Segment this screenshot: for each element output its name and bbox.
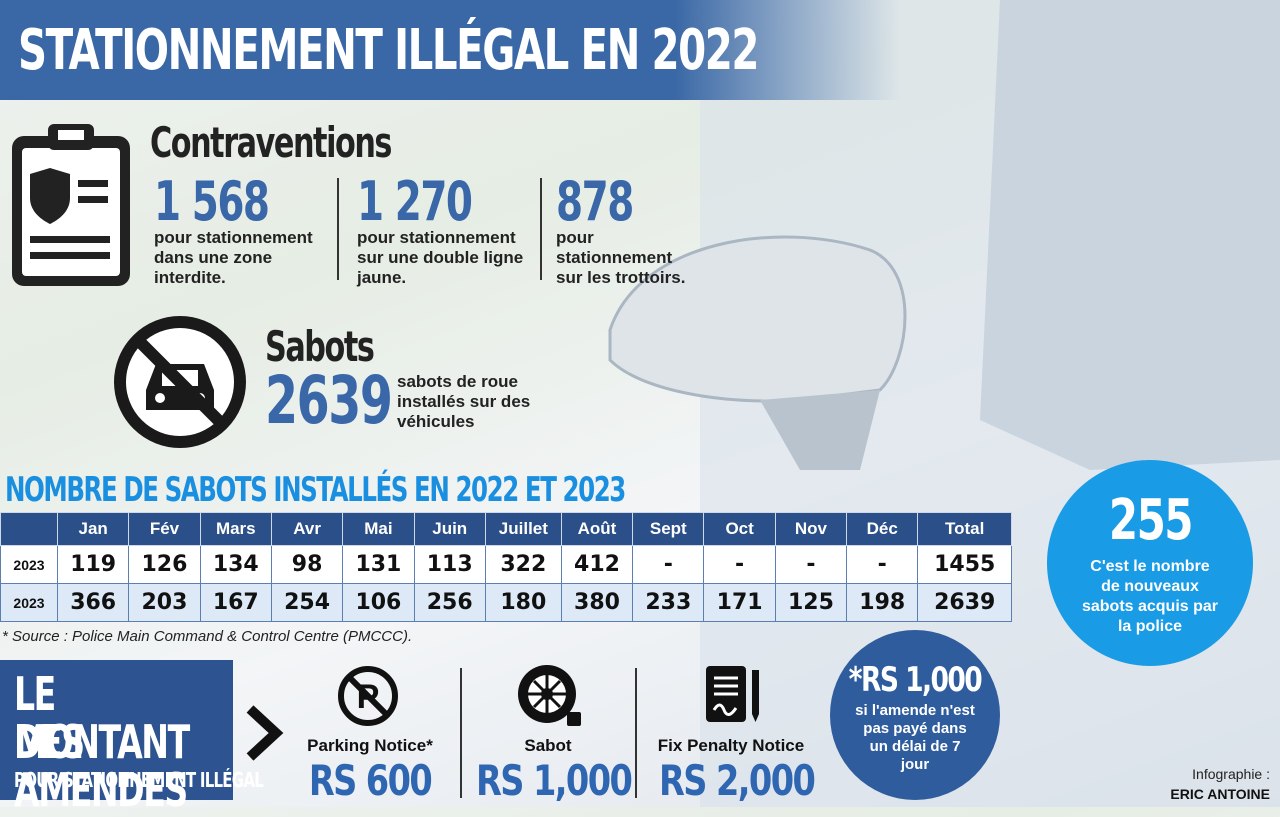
table-cell: 233 <box>632 583 705 622</box>
row-label: 2023 <box>0 583 58 622</box>
stat-value: 1 270 <box>357 170 473 233</box>
fine-price: RS 2,000 <box>659 756 816 805</box>
section-title: Sabots <box>265 322 375 371</box>
column-header: Sept <box>632 512 705 546</box>
separator <box>635 668 637 798</box>
table-cell: 198 <box>846 583 919 622</box>
table-cell: - <box>632 545 705 584</box>
fine-label: Sabot <box>524 736 572 755</box>
header-row: Jan Fév Mars Avr Mai Juin Juillet Août Sept Oct No… <box>0 512 1012 546</box>
fines-title: LE MONTANT <box>14 667 190 769</box>
table-cell: - <box>703 545 776 584</box>
table-cell: 380 <box>560 583 634 622</box>
stat-text: pour stationnement dans une zone interdi… <box>154 228 313 287</box>
table-title: NOMBRE DE SABOTS INSTALLÉS EN 2022 ET 20… <box>5 470 626 510</box>
table-cell: 113 <box>413 545 486 584</box>
table-cell: 2639 <box>917 583 1012 622</box>
fines-title: DES AMENDES <box>14 715 188 817</box>
table-cell: 322 <box>484 545 562 584</box>
stat-text: sabots de roue installés sur des véhicul… <box>397 372 531 431</box>
table-cell: 131 <box>342 545 415 584</box>
fine-label: Fix Penalty Notice <box>657 736 805 755</box>
table-cell: 366 <box>56 583 130 622</box>
column-header: Mars <box>199 512 272 546</box>
callout-circle: 255 C'est le nombre de nouveaux sabots a… <box>1047 460 1253 666</box>
column-header: Fév <box>128 512 201 546</box>
table-row: 2023 366 203 167 254 106 256 180 380 233 171 125 198… <box>0 583 1012 622</box>
callout-value: 255 <box>1108 488 1193 553</box>
section-title: Contraventions <box>150 118 392 167</box>
fine-item: Sabot RS 1,000 <box>458 736 638 805</box>
wheel-icon <box>518 665 581 726</box>
table-cell: 412 <box>560 545 634 584</box>
note-circle: *RS 1,000 si l'amende n'est pas payé dan… <box>830 630 1000 800</box>
column-header: Mai <box>342 512 415 546</box>
fine-label: Parking Notice* <box>307 736 433 755</box>
table-cell: 119 <box>56 545 130 584</box>
fine-price: RS 600 <box>308 756 433 805</box>
page-title: STATIONNEMENT ILLÉGAL EN 2022 <box>18 18 759 83</box>
column-header: Oct <box>703 512 776 546</box>
chevron <box>246 705 284 761</box>
sabots-table: Jan Fév Mars Avr Mai Juin Juillet Août Sept Oct No… <box>0 512 1012 622</box>
table-cell: 1455 <box>917 545 1012 584</box>
column-header: Juin <box>413 512 486 546</box>
row-label: 2023 <box>0 545 58 584</box>
credit-label: Infographie : <box>1192 766 1270 782</box>
table-cell: 134 <box>199 545 272 584</box>
separator <box>460 668 462 798</box>
fine-item: Parking Notice* RS 600 <box>280 736 460 805</box>
note-text: si l'amende n'est pas payé dans un délai… <box>855 702 975 773</box>
column-header: Juillet <box>484 512 562 546</box>
table-cell: 106 <box>342 583 415 622</box>
column-header: Total <box>917 512 1012 546</box>
table-cell: 125 <box>774 583 848 622</box>
table-cell: - <box>846 545 919 584</box>
fine-price: RS 1,000 <box>476 756 633 805</box>
fines-box: LE MONTANT DES AMENDES POUR STATIONNEMEN… <box>0 660 264 814</box>
note-price: *RS 1,000 <box>848 660 983 700</box>
notice-icon <box>706 666 759 722</box>
column-header: Avr <box>270 512 344 546</box>
table-row: 2023 119 126 134 98 131 113 322 412- - - -1455 <box>0 545 1012 584</box>
column-header: Août <box>560 512 634 546</box>
clipboard-icon <box>12 124 130 286</box>
table-cell: 167 <box>199 583 272 622</box>
fines-subtitle: POUR STATIONNEMENT ILLÉGAL <box>14 768 264 792</box>
stat-value: 878 <box>556 170 634 233</box>
separator <box>540 178 542 280</box>
table-body: 2023 119 126 134 98 131 113 322 412- - - -1455 2023 3… <box>0 545 1012 622</box>
credit-name: ERIC ANTOINE <box>1170 786 1270 802</box>
stat-value: 2639 <box>265 362 393 439</box>
column-header: Jan <box>56 512 130 546</box>
column-header: Déc <box>846 512 919 546</box>
table-cell: 254 <box>270 583 344 622</box>
fine-item: Fix Penalty Notice RS 2,000 <box>641 736 821 805</box>
no-parking-icon: P <box>338 666 398 726</box>
table-cell: 126 <box>128 545 201 584</box>
table-cell: - <box>774 545 848 584</box>
title-bar <box>0 0 900 100</box>
stat-text: pour stationnement sur une double ligne … <box>357 228 524 287</box>
source-note: * Source : Police Main Command & Control… <box>2 628 413 645</box>
column-header: Nov <box>774 512 848 546</box>
stat-text: pour stationnement sur les trottoirs. <box>556 228 686 287</box>
callout-text: C'est le nombre de nouveaux sabots acqui… <box>1081 558 1219 635</box>
table-cell: 256 <box>413 583 486 622</box>
corner-cell <box>0 512 58 546</box>
table-cell: 180 <box>484 583 562 622</box>
stat-value: 1 568 <box>154 170 270 233</box>
no-car-icon <box>114 316 246 448</box>
separator <box>337 178 339 280</box>
table-cell: 203 <box>128 583 201 622</box>
table-cell: 171 <box>703 583 776 622</box>
table-cell: 98 <box>270 545 344 584</box>
